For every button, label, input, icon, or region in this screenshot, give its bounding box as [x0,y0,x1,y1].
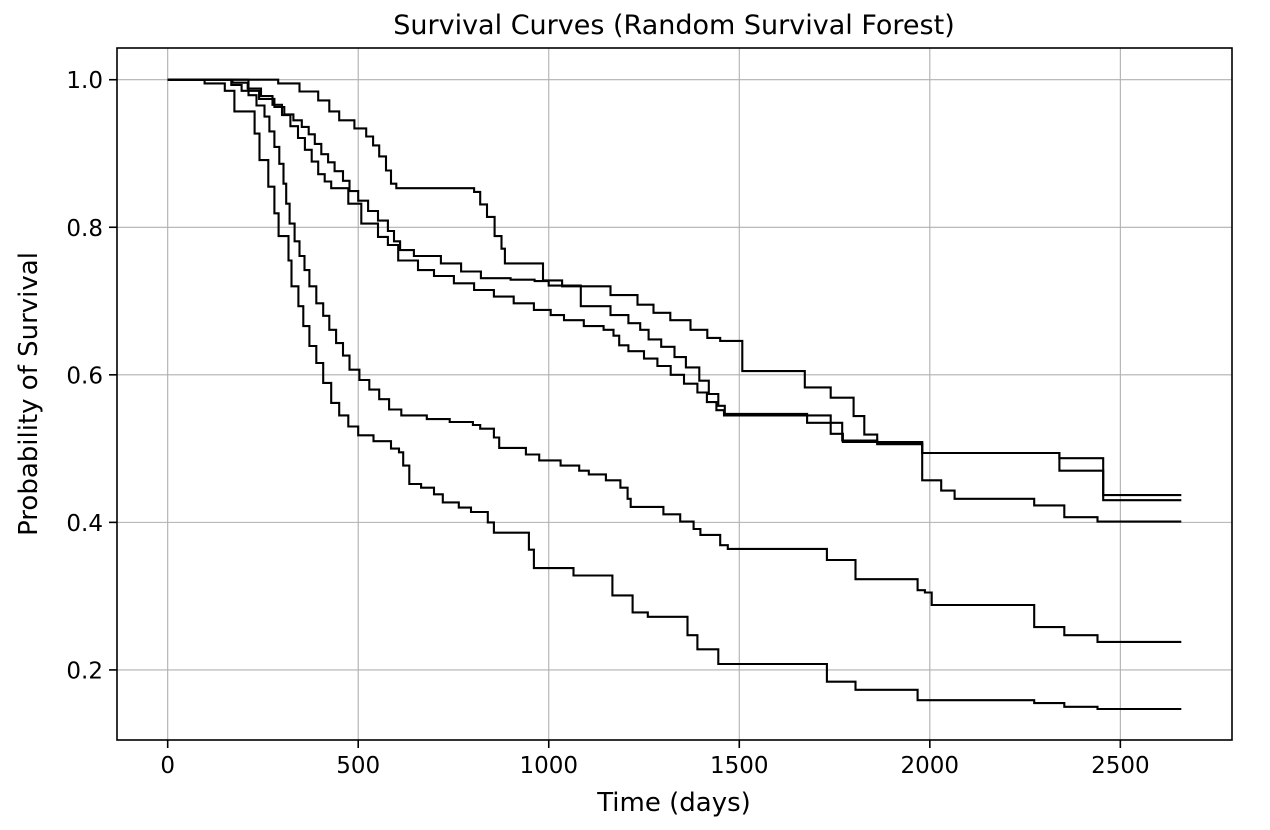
survival-curve-5 [167,78,1182,711]
y-axis-label: Probability of Survival [14,252,44,536]
survival-curve-1 [167,78,1182,497]
x-tick-label-1000: 1000 [519,753,578,779]
chart-title: Survival Curves (Random Survival Forest) [393,10,954,41]
axes-spines [116,47,1233,741]
curves-layer [167,78,1182,711]
y-tick-label-0.2: 0.2 [66,658,103,684]
x-tick-label-1500: 1500 [710,753,769,779]
y-tick-label-0.4: 0.4 [66,511,103,537]
x-tick-label-2500: 2500 [1091,753,1150,779]
survival-curve-4 [167,78,1182,643]
y-tick-label-0.6: 0.6 [66,363,103,389]
survival-curve-2 [167,78,1182,502]
x-tick-label-500: 500 [336,753,380,779]
y-tick-label-0.8: 0.8 [66,216,103,242]
axes-frame [116,47,1233,741]
survival-curve-3 [167,78,1182,523]
x-axis-label: Time (days) [596,788,751,818]
x-tick-label-0: 0 [160,753,175,779]
x-tick-label-2000: 2000 [901,753,960,779]
y-tick-label-1: 1.0 [66,68,103,94]
tick-marks-layer [109,78,1122,748]
tick-labels-layer: 0 500 1000 1500 2000 2500 0.2 0.4 0.6 0.8 1.0 [66,68,1149,779]
